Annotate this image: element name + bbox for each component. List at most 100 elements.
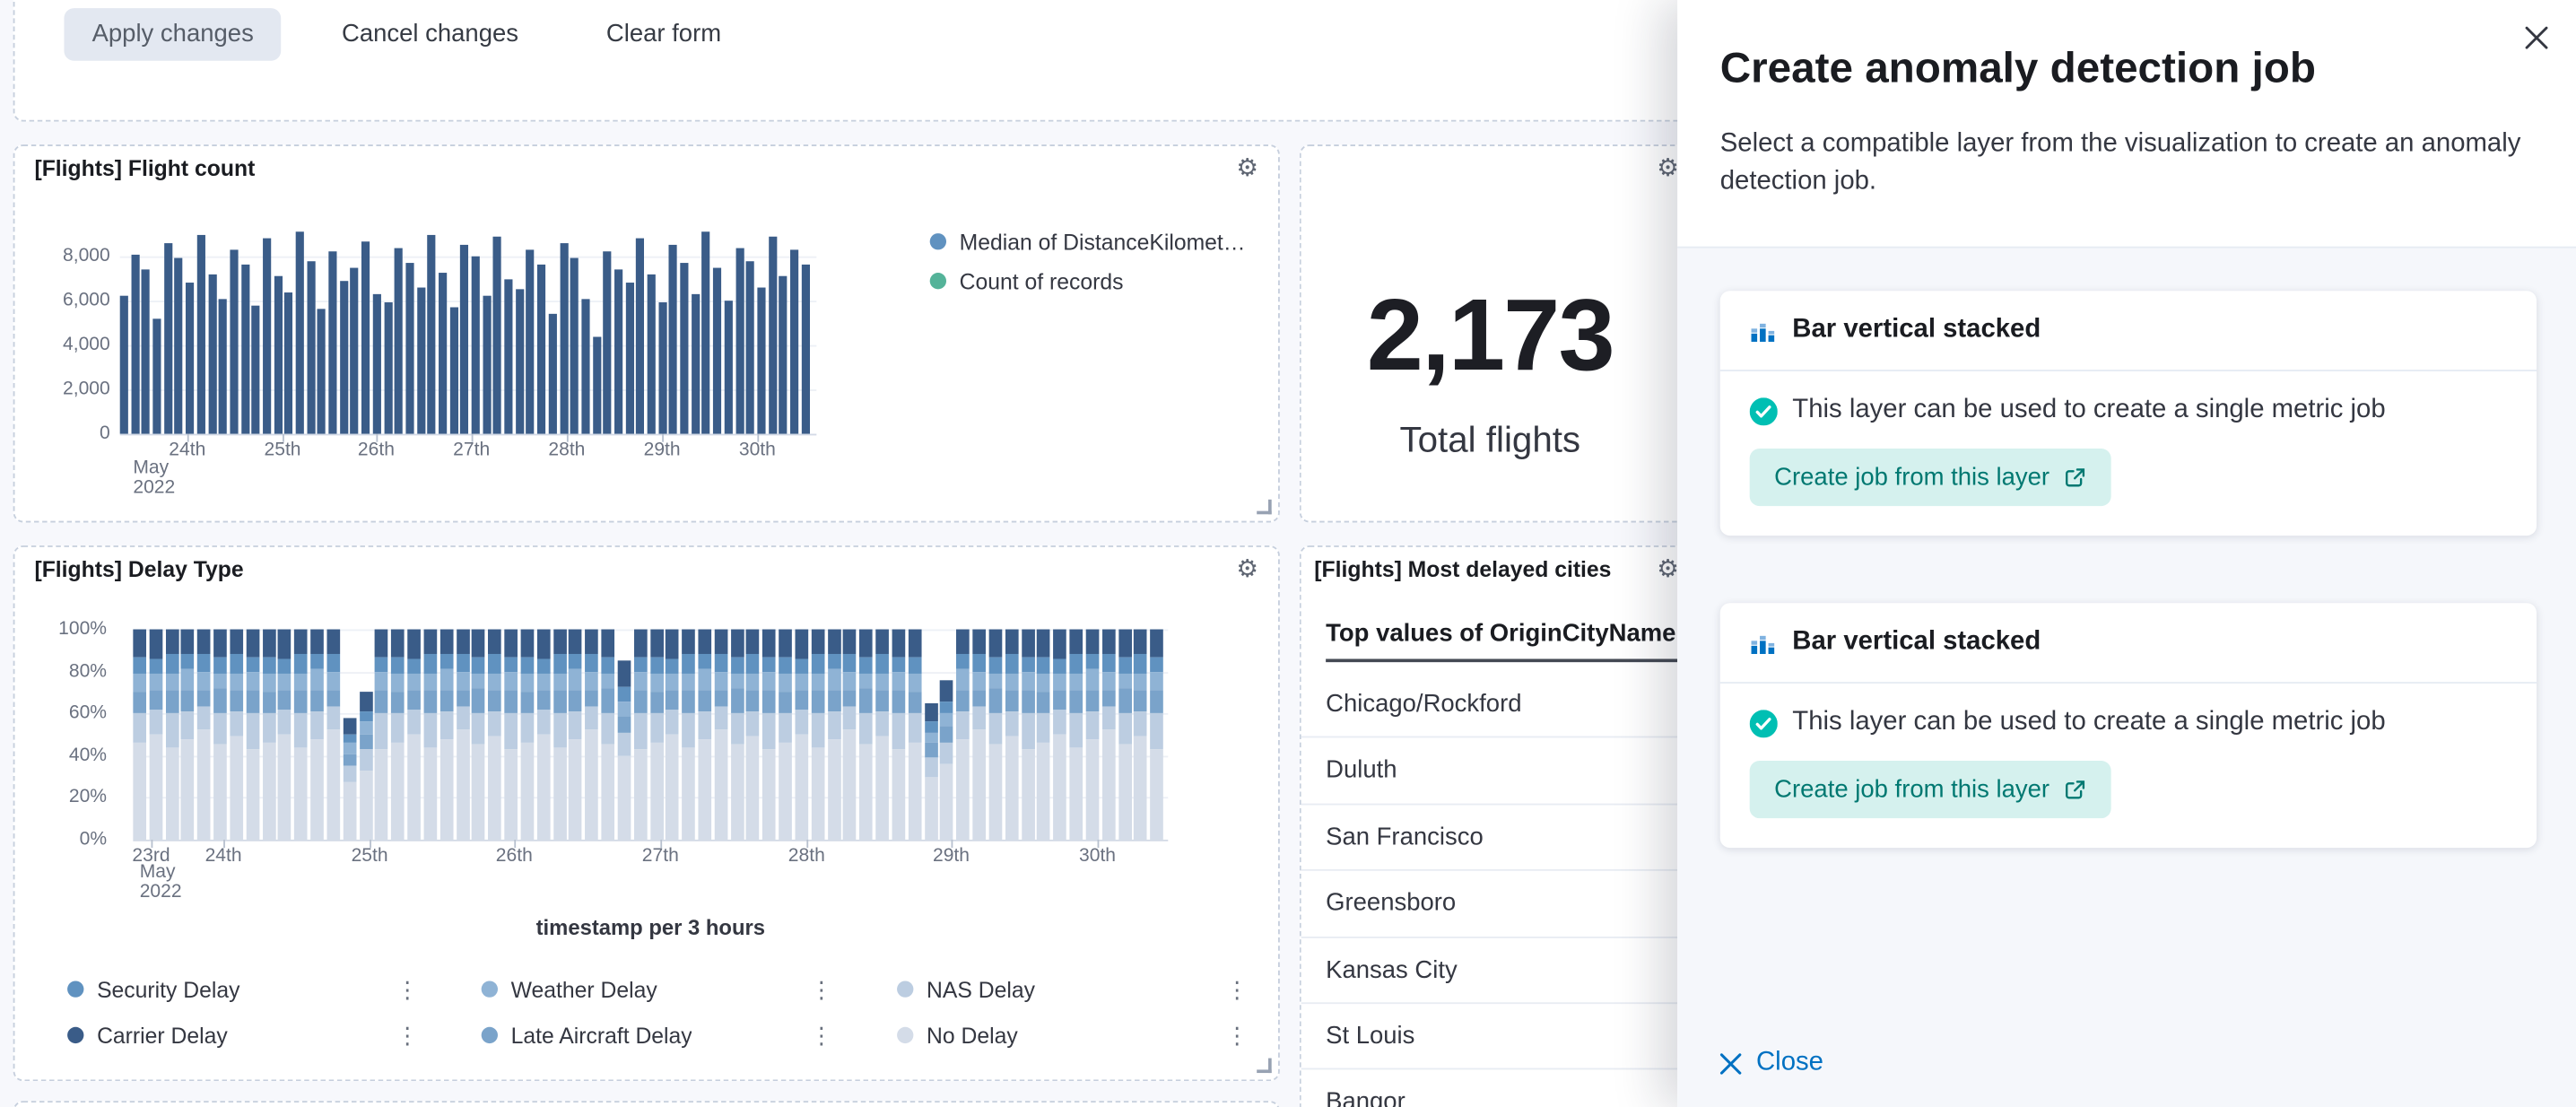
bar-segment	[666, 734, 680, 840]
close-icon[interactable]	[2517, 18, 2556, 57]
bar-segment	[811, 690, 825, 714]
bar-segment	[1037, 692, 1051, 714]
stacked-bar	[1101, 629, 1116, 840]
bar-segment	[472, 713, 486, 745]
x-axis-tick	[951, 839, 953, 849]
bar-segment	[795, 734, 809, 840]
panel-title[interactable]: [Flights] Delay Type	[34, 556, 244, 582]
bar-segment	[375, 713, 389, 750]
create-job-button[interactable]: Create job from this layer	[1749, 761, 2110, 819]
gridline	[119, 433, 817, 436]
bar-segment	[149, 658, 163, 674]
legend-item[interactable]: Median of DistanceKilomet…	[929, 225, 1258, 258]
bar-segment	[278, 673, 292, 691]
stacked-bar	[988, 629, 1003, 840]
options-menu-icon[interactable]: ⋮	[809, 975, 833, 1002]
table-row[interactable]: Chicago/Rockford	[1301, 672, 1693, 739]
legend-item[interactable]: Count of records	[929, 265, 1258, 298]
gear-icon[interactable]: ⚙	[1236, 154, 1259, 183]
bar-segment	[1053, 734, 1067, 840]
options-menu-icon[interactable]: ⋮	[1225, 1021, 1249, 1048]
bar-segment	[359, 710, 373, 722]
bar	[306, 260, 316, 434]
bar-segment	[666, 629, 680, 659]
bar-segment	[666, 658, 680, 674]
bar-segment	[859, 713, 874, 745]
table-row[interactable]: Kansas City	[1301, 937, 1693, 1005]
create-anomaly-job-flyout: Create anomaly detection job Select a co…	[1677, 0, 2576, 1107]
bar-segment	[875, 629, 890, 655]
gear-icon[interactable]: ⚙	[1657, 555, 1679, 584]
bar-segment	[1134, 737, 1148, 840]
bar-segment	[391, 743, 405, 840]
bar-segment	[746, 673, 761, 691]
bar-segment	[246, 629, 260, 657]
apply-changes-button[interactable]: Apply changes	[64, 8, 282, 61]
legend-item[interactable]: No Delay ⋮	[897, 1019, 1252, 1052]
bar-segment	[294, 746, 309, 840]
bar-segment	[682, 654, 696, 674]
bar-segment	[892, 690, 906, 714]
gear-icon[interactable]: ⚙	[1236, 555, 1259, 584]
gear-icon[interactable]: ⚙	[1657, 154, 1679, 183]
options-menu-icon[interactable]: ⋮	[396, 1021, 420, 1048]
legend-item[interactable]: Security Delay ⋮	[67, 972, 422, 1006]
stacked-bar	[197, 629, 212, 840]
bar-segment	[1021, 713, 1035, 750]
bar-segment	[407, 629, 422, 659]
stacked-bar-chart-icon	[1751, 635, 1775, 654]
bar	[240, 265, 249, 434]
table-row[interactable]: San Francisco	[1301, 805, 1693, 872]
y-axis-tick-label: 6,000	[63, 291, 110, 311]
bar-segment	[294, 690, 309, 714]
create-job-button[interactable]: Create job from this layer	[1749, 449, 2110, 507]
stacked-bar	[779, 629, 793, 840]
bar-chart	[119, 229, 817, 434]
options-menu-icon[interactable]: ⋮	[396, 975, 420, 1002]
bar-segment	[940, 726, 954, 744]
bar	[405, 263, 414, 434]
check-in-circle-icon	[1749, 397, 1778, 425]
bar-segment	[181, 711, 196, 739]
table-row[interactable]: Greensboro	[1301, 871, 1693, 938]
bar	[251, 305, 260, 434]
legend-item[interactable]: Late Aircraft Delay ⋮	[481, 1019, 837, 1052]
x-axis-tick	[1097, 839, 1100, 849]
legend-color-dot	[929, 233, 947, 250]
bar-segment	[924, 721, 938, 733]
legend-item[interactable]: Weather Delay ⋮	[481, 972, 837, 1006]
bar-segment	[972, 654, 987, 672]
legend-item[interactable]: Carrier Delay ⋮	[67, 1019, 422, 1052]
cancel-changes-button[interactable]: Cancel changes	[332, 8, 528, 61]
bar-segment	[875, 710, 890, 737]
bar-segment	[924, 702, 938, 722]
clear-form-button[interactable]: Clear form	[596, 8, 731, 61]
table-row[interactable]: Bangor	[1301, 1070, 1693, 1107]
options-menu-icon[interactable]: ⋮	[809, 1021, 833, 1048]
stacked-bar	[762, 629, 777, 840]
y-axis-tick-label: 0%	[79, 829, 108, 850]
panel-title[interactable]: [Flights] Most delayed cities	[1314, 556, 1612, 582]
options-menu-icon[interactable]: ⋮	[1225, 975, 1249, 1002]
panel-title[interactable]: [Flights] Flight count	[34, 156, 256, 181]
bar	[581, 298, 590, 434]
bar-segment	[439, 690, 454, 712]
legend-item[interactable]: NAS Delay ⋮	[897, 972, 1252, 1006]
flyout-close-button[interactable]: Close	[1719, 1049, 1823, 1078]
bar-segment	[1005, 629, 1019, 655]
bar-segment	[230, 690, 244, 711]
bar	[174, 258, 184, 434]
bar-segment	[859, 656, 874, 674]
bar-segment	[617, 685, 631, 702]
resize-handle-icon[interactable]	[1257, 1058, 1272, 1074]
bar-segment	[956, 669, 970, 691]
bar-segment	[585, 671, 599, 691]
bar-segment	[197, 671, 212, 691]
table-row[interactable]: St Louis	[1301, 1004, 1693, 1071]
bar	[768, 236, 777, 434]
bar-segment	[1069, 629, 1083, 655]
stacked-bar	[391, 629, 405, 840]
table-row[interactable]: Duluth	[1301, 738, 1693, 806]
resize-handle-icon[interactable]	[1257, 499, 1272, 515]
table-column-header[interactable]: Top values of OriginCityName	[1326, 620, 1689, 663]
